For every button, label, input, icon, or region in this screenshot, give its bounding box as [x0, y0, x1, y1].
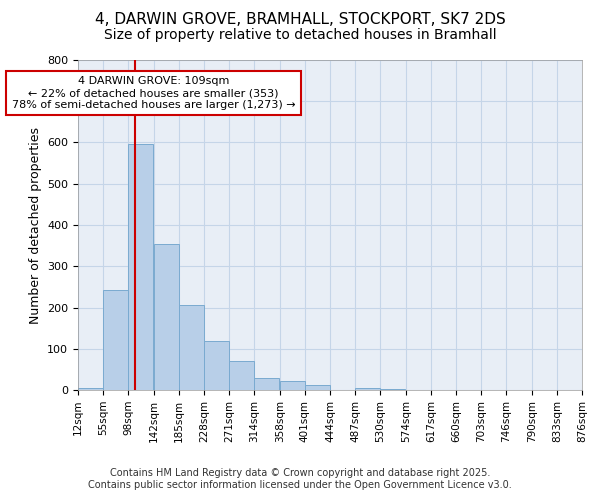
Bar	[179, 304, 204, 390]
Text: 4, DARWIN GROVE, BRAMHALL, STOCKPORT, SK7 2DS: 4, DARWIN GROVE, BRAMHALL, STOCKPORT, SK…	[95, 12, 505, 28]
Text: Contains HM Land Registry data © Crown copyright and database right 2025.
Contai: Contains HM Land Registry data © Crown c…	[88, 468, 512, 490]
Bar	[204, 342, 229, 390]
Bar	[254, 378, 279, 390]
Bar	[380, 389, 405, 390]
Y-axis label: Number of detached properties: Number of detached properties	[29, 126, 41, 324]
Bar	[103, 290, 128, 390]
Bar	[154, 244, 179, 390]
Bar	[78, 388, 103, 390]
Bar	[305, 384, 330, 390]
Bar	[128, 144, 153, 390]
Bar	[280, 381, 305, 390]
Text: Size of property relative to detached houses in Bramhall: Size of property relative to detached ho…	[104, 28, 496, 42]
Text: 4 DARWIN GROVE: 109sqm
← 22% of detached houses are smaller (353)
78% of semi-de: 4 DARWIN GROVE: 109sqm ← 22% of detached…	[12, 76, 295, 110]
Bar	[229, 361, 254, 390]
Bar	[355, 388, 380, 390]
